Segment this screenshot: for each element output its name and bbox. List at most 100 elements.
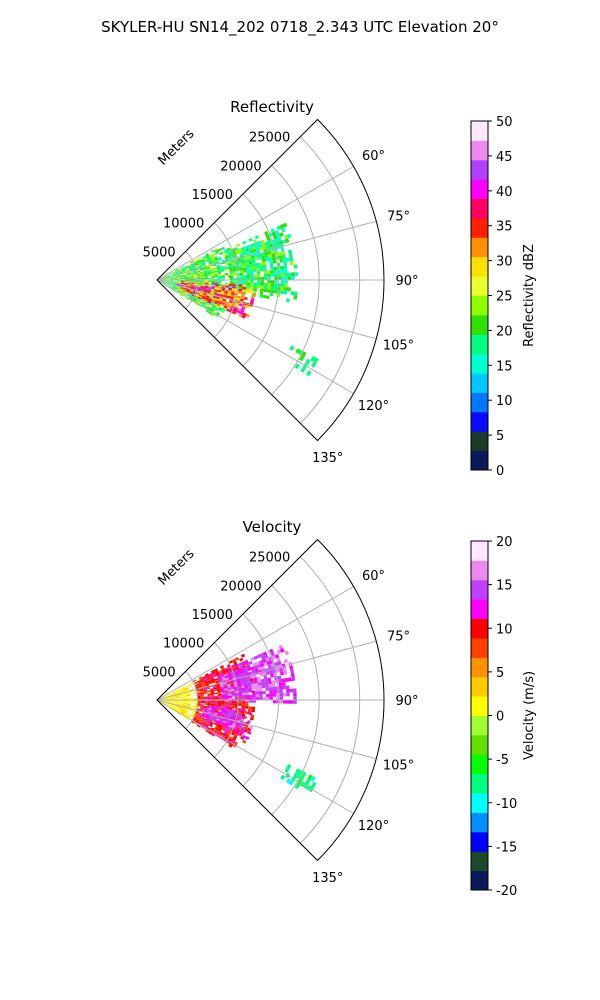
echo-cell: [195, 293, 200, 296]
echo-cell: [231, 701, 235, 704]
echo-cell: [213, 674, 217, 678]
echo-cell: [222, 678, 226, 682]
echo-cell: [197, 702, 201, 705]
echo-cell: [187, 276, 191, 278]
echo-cell: [177, 278, 181, 280]
echo-cell: [163, 695, 167, 698]
echo-cell: [241, 289, 246, 293]
echo-cell: [200, 704, 205, 706]
echo-cell: [229, 273, 234, 276]
echo-cell: [289, 260, 294, 265]
echo-cell: [239, 265, 243, 269]
echo-cell: [187, 283, 192, 285]
echo-cell: [234, 672, 239, 676]
echo-cell: [282, 258, 287, 263]
colorbar-swatch: [471, 314, 488, 335]
echo-cell: [221, 288, 225, 292]
echo-cell: [213, 715, 217, 719]
echo-cell: [295, 768, 301, 774]
echo-cell: [248, 247, 253, 251]
echo-cell: [239, 677, 244, 682]
echo-cell: [211, 260, 216, 264]
echo-cell: [221, 712, 225, 715]
echo-cell: [181, 686, 185, 689]
echo-cell: [224, 690, 229, 693]
echo-cell: [243, 297, 248, 301]
echo-cell: [271, 231, 277, 236]
echo-cell: [224, 711, 229, 714]
echo-cell: [201, 681, 205, 684]
echo-cell: [169, 272, 173, 275]
echo-cell: [256, 285, 261, 289]
echo-cell: [170, 697, 174, 699]
echo-cell: [214, 669, 219, 673]
echo-cell: [228, 283, 233, 286]
echo-cell: [173, 700, 178, 702]
echo-cell: [209, 716, 214, 719]
echo-cell: [167, 698, 171, 699]
echo-cell: [183, 697, 188, 699]
echo-cell: [250, 714, 255, 718]
echo-cell: [193, 716, 198, 719]
echo-cell: [172, 285, 176, 288]
echo-cell: [212, 685, 217, 688]
echo-cell: [180, 701, 185, 702]
echo-cell: [173, 698, 178, 700]
echo-cell: [247, 277, 251, 280]
echo-cell: [226, 247, 231, 251]
azimuth-tick-label: 75°: [387, 629, 410, 644]
echo-cell: [239, 664, 244, 669]
echo-cell: [203, 290, 208, 293]
echo-cell: [181, 711, 185, 714]
echo-cell: [259, 262, 263, 266]
echo-cell: [225, 301, 229, 305]
echo-cell: [262, 261, 267, 266]
echo-cell: [252, 694, 256, 698]
echo-cell: [243, 282, 247, 285]
echo-cell: [182, 688, 186, 691]
echo-cell: [225, 285, 229, 288]
echo-cell: [238, 713, 242, 717]
echo-cell: [203, 677, 207, 680]
echo-cell: [163, 698, 167, 700]
echo-cell: [203, 720, 207, 723]
echo-cell: [204, 700, 208, 703]
echo-cell: [223, 267, 228, 270]
echo-cell: [295, 348, 301, 354]
echo-cell: [238, 260, 242, 264]
echo-cell: [270, 283, 275, 287]
radial-axis-label: Meters: [156, 126, 198, 168]
echo-cell: [185, 709, 190, 712]
echo-cell: [217, 690, 221, 693]
echo-cell: [166, 695, 170, 697]
echo-cell: [284, 767, 290, 773]
echo-cell: [207, 703, 211, 706]
echo-cell: [170, 696, 174, 698]
echo-cell: [197, 701, 201, 704]
echo-cell: [198, 283, 202, 285]
echo-cell: [239, 667, 244, 671]
echo-cell: [288, 253, 293, 258]
echo-cell: [183, 285, 187, 287]
echo-cell: [246, 664, 251, 669]
echo-cell: [197, 700, 201, 702]
echo-cell: [287, 272, 292, 277]
echo-cell: [266, 237, 271, 242]
echo-cell: [179, 270, 183, 273]
echo-cell: [163, 279, 167, 280]
echo-cell: [184, 697, 188, 699]
echo-cell: [247, 667, 252, 672]
echo-cell: [205, 729, 210, 733]
echo-cell: [222, 298, 227, 302]
echo-cell: [238, 692, 243, 696]
echo-cell: [228, 697, 233, 700]
echo-cell: [176, 691, 180, 694]
echo-cell: [293, 772, 299, 778]
echo-cell: [251, 295, 255, 299]
echo-cell: [214, 702, 218, 705]
echo-cell: [170, 697, 174, 699]
echo-cell: [242, 739, 247, 744]
echo-cell: [249, 263, 253, 267]
echo-cell: [262, 658, 267, 663]
echo-cell: [263, 267, 267, 271]
